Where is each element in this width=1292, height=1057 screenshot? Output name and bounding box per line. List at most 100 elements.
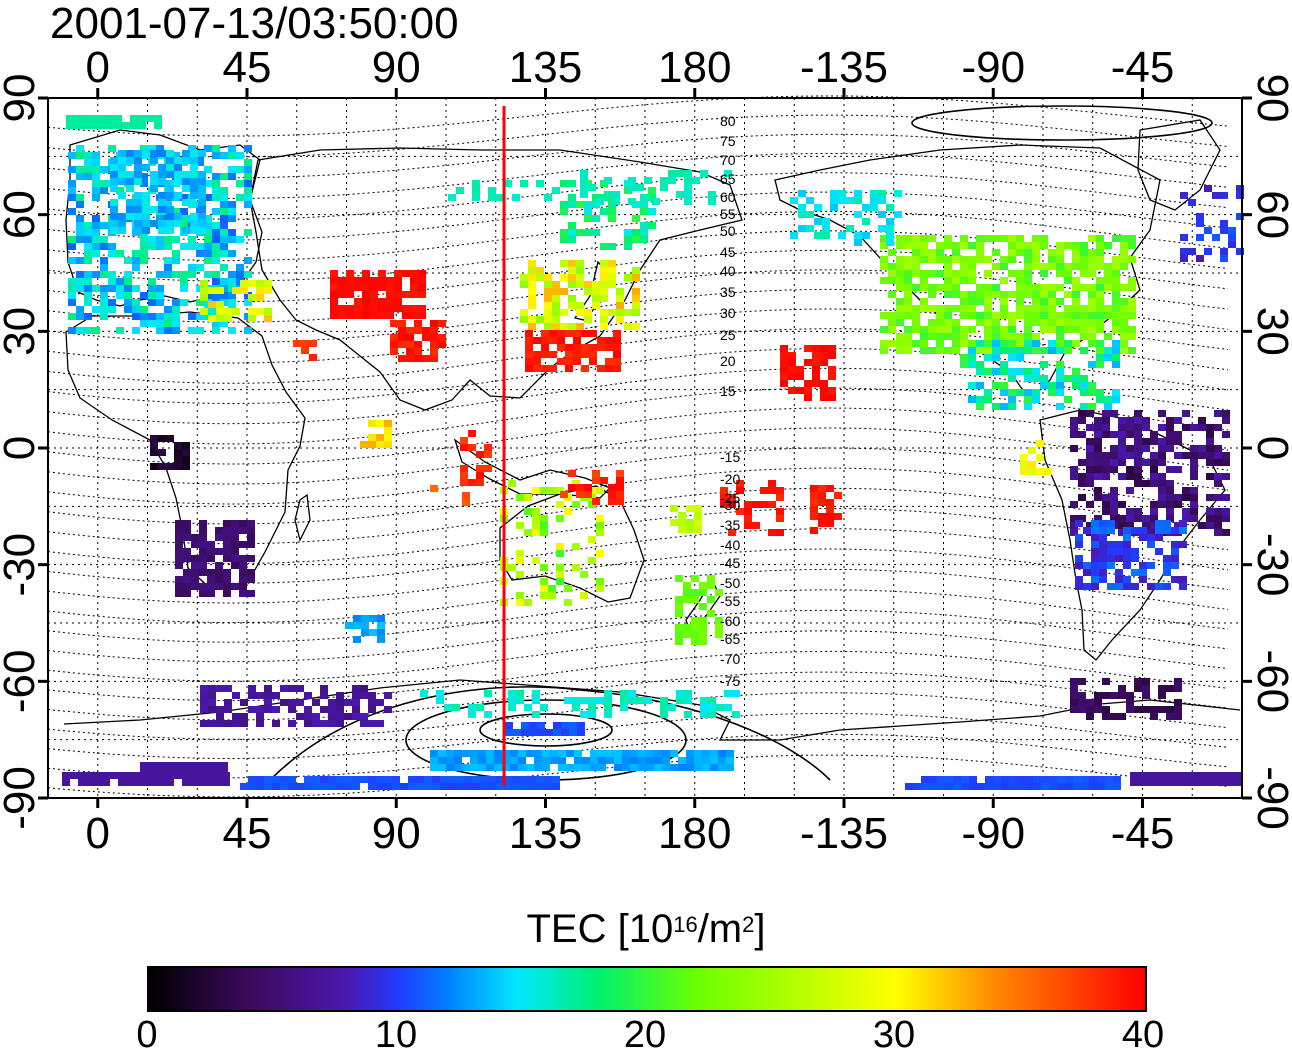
tec-pixel — [98, 122, 106, 129]
tec-pixel — [1016, 277, 1024, 284]
tec-pixel — [1180, 192, 1188, 199]
tec-pixel — [516, 494, 524, 501]
tec-pixel — [1222, 452, 1230, 459]
tec-pixel — [256, 713, 264, 720]
tec-pixel — [1048, 263, 1056, 270]
magnetic-latitude-label: 45 — [720, 244, 736, 260]
tec-pixel — [1032, 375, 1040, 382]
tec-pixel — [1126, 699, 1134, 706]
tec-pixel — [158, 463, 166, 470]
tec-pixel — [182, 157, 190, 164]
tec-pixel — [1126, 692, 1134, 699]
tec-pixel — [1072, 326, 1080, 333]
tec-pixel — [920, 340, 928, 347]
tec-pixel — [624, 229, 632, 236]
tec-pixel — [368, 706, 376, 713]
tec-pixel — [328, 783, 336, 790]
tec-pixel — [100, 299, 108, 306]
tec-pixel — [1198, 424, 1206, 431]
tec-pixel — [1194, 779, 1202, 786]
tec-pixel — [92, 271, 100, 278]
tec-pixel — [1065, 783, 1073, 790]
magnetic-latitude-label: 30 — [720, 305, 736, 321]
tec-pixel — [526, 750, 534, 757]
tec-pixel — [336, 776, 344, 783]
tec-pixel — [1118, 459, 1126, 466]
tec-pixel — [1032, 256, 1040, 263]
tec-pixel — [134, 150, 142, 157]
tec-pixel — [616, 498, 624, 505]
tec-pixel — [1064, 326, 1072, 333]
tec-pixel — [1040, 291, 1048, 298]
tec-pixel — [694, 505, 702, 512]
tec-pixel — [691, 596, 699, 603]
tec-pixel — [488, 776, 496, 783]
tec-pixel — [1094, 487, 1102, 494]
tec-pixel — [1078, 473, 1086, 480]
tec-pixel — [354, 312, 362, 319]
tec-pixel — [172, 313, 180, 320]
tec-pixel — [540, 592, 548, 599]
tec-pixel — [508, 480, 516, 487]
tec-pixel — [993, 776, 1001, 783]
tec-pixel — [1115, 583, 1123, 590]
tec-pixel — [190, 164, 198, 171]
tec-pixel — [352, 692, 360, 699]
tec-pixel — [1120, 263, 1128, 270]
tec-pixel — [1214, 480, 1222, 487]
tec-pixel — [228, 327, 236, 334]
tec-pixel — [1166, 431, 1174, 438]
tec-pixel — [780, 345, 788, 352]
tec-pixel — [516, 599, 524, 606]
tec-pixel — [912, 249, 920, 256]
tec-pixel — [812, 352, 820, 359]
tec-pixel — [68, 327, 76, 334]
tec-pixel — [164, 313, 172, 320]
tec-pixel — [134, 772, 142, 779]
tec-pixel — [156, 292, 164, 299]
tec-pixel — [1198, 445, 1206, 452]
tec-pixel — [378, 284, 386, 291]
tec-pixel — [208, 720, 216, 727]
tec-pixel — [513, 729, 521, 736]
tec-pixel — [150, 185, 158, 192]
tec-pixel — [596, 198, 604, 205]
tec-pixel — [247, 555, 255, 562]
tec-pixel — [660, 711, 668, 718]
tec-pixel — [124, 299, 132, 306]
tec-pixel — [236, 180, 244, 187]
tec-pixel — [156, 762, 164, 769]
tec-pixel — [608, 208, 616, 215]
tec-pixel — [1236, 248, 1244, 255]
tec-pixel — [552, 281, 560, 288]
tec-pixel — [928, 235, 936, 242]
tec-pixel — [304, 783, 312, 790]
tec-pixel — [248, 692, 256, 699]
tec-pixel — [362, 312, 370, 319]
tec-pixel — [532, 522, 540, 529]
tec-pixel — [804, 394, 812, 401]
tec-pixel — [662, 764, 670, 771]
tec-pixel — [880, 263, 888, 270]
tec-pixel — [584, 309, 592, 316]
tec-pixel — [1032, 333, 1040, 340]
tec-pixel — [614, 764, 622, 771]
tec-pixel — [312, 699, 320, 706]
tec-pixel — [632, 288, 640, 295]
tec-pixel — [540, 578, 548, 585]
tec-pixel — [632, 323, 640, 330]
tec-pixel — [536, 274, 544, 281]
tec-pixel — [670, 505, 678, 512]
tec-pixel — [1064, 340, 1072, 347]
tec-pixel — [636, 697, 644, 704]
tec-pixel — [472, 187, 480, 194]
tec-pixel — [1088, 235, 1096, 242]
tec-pixel — [212, 145, 220, 152]
tec-pixel — [1126, 431, 1134, 438]
tec-pixel — [272, 706, 280, 713]
tec-pixel — [534, 757, 542, 764]
tec-pixel — [476, 479, 484, 486]
tec-pixel — [370, 291, 378, 298]
tec-pixel — [668, 177, 676, 184]
tec-pixel — [896, 263, 904, 270]
